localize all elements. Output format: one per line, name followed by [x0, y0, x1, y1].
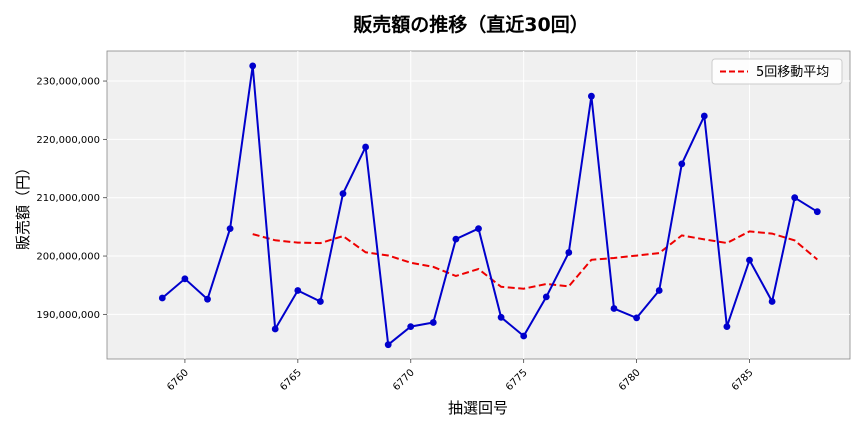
data-point [181, 275, 189, 283]
y-tick-label: 220,000,000 [36, 135, 100, 146]
data-point [475, 225, 482, 233]
x-tick-label: 6760 [165, 367, 191, 393]
data-point [317, 298, 324, 305]
data-point [700, 112, 708, 120]
data-point [384, 341, 392, 349]
y-axis: 190,000,000 200,000,000 210,000,000 220,000… [36, 77, 107, 321]
data-point [655, 287, 663, 294]
data-point [294, 287, 302, 294]
y-tick-label: 200,000,000 [36, 252, 100, 263]
data-point [542, 293, 550, 301]
data-point [723, 323, 731, 330]
data-point [520, 332, 528, 340]
data-point [678, 160, 686, 168]
series-group [158, 62, 821, 349]
legend-label-moving-average: 5回移動平均 [756, 65, 829, 80]
legend-box [711, 58, 843, 85]
y-tick-label: 230,000,000 [36, 77, 100, 88]
data-point [271, 325, 279, 333]
x-tick-label: 6775 [504, 367, 530, 393]
data-point [249, 62, 257, 70]
x-axis: 6760 6765 6770 6775 6780 6785 [165, 359, 756, 393]
data-point [565, 249, 573, 256]
y-axis-label: 販売額（円） [14, 160, 32, 250]
data-point [791, 194, 799, 202]
grid [107, 51, 850, 359]
data-point [633, 314, 640, 322]
x-tick-label: 6765 [278, 367, 304, 393]
data-point [588, 92, 595, 100]
x-tick-label: 6770 [391, 367, 417, 393]
data-point [362, 143, 369, 151]
data-point [226, 225, 234, 233]
data-point [429, 319, 437, 326]
data-point [204, 295, 211, 303]
legend: 5回移動平均 [711, 58, 843, 85]
data-point [497, 313, 505, 321]
data-point [339, 190, 347, 198]
y-tick-label: 190,000,000 [36, 310, 100, 321]
data-point [158, 294, 166, 302]
x-tick-label: 6780 [617, 367, 643, 393]
chart-title: 販売額の推移（直近30回） [353, 13, 588, 36]
data-point [746, 256, 753, 264]
series-line-moving-average [252, 230, 818, 290]
x-tick-label: 6785 [730, 367, 756, 393]
data-point [452, 235, 460, 243]
data-point [407, 323, 415, 330]
y-tick-label: 210,000,000 [36, 193, 100, 204]
data-point [813, 208, 821, 216]
data-point [768, 298, 776, 305]
data-point [610, 305, 618, 312]
series-line-sales [161, 65, 818, 347]
plot-area [106, 50, 851, 360]
x-axis-label: 抽選回号 [448, 399, 508, 417]
